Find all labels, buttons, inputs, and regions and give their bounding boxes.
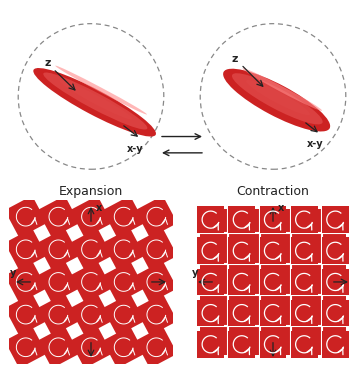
Polygon shape	[5, 228, 47, 270]
Polygon shape	[135, 228, 177, 270]
Ellipse shape	[232, 73, 323, 124]
Bar	[260, 331, 286, 358]
Ellipse shape	[59, 80, 133, 119]
Bar	[197, 300, 224, 326]
Polygon shape	[70, 326, 112, 368]
Ellipse shape	[33, 68, 156, 137]
Bar	[197, 206, 224, 233]
Text: x-y: x-y	[126, 144, 143, 154]
Polygon shape	[37, 293, 79, 336]
Bar	[197, 237, 224, 264]
Bar	[291, 237, 317, 264]
Polygon shape	[5, 261, 47, 303]
Text: z: z	[44, 58, 51, 68]
Polygon shape	[135, 326, 177, 368]
Polygon shape	[5, 196, 47, 238]
Polygon shape	[37, 326, 79, 368]
Bar	[322, 300, 349, 326]
Ellipse shape	[43, 72, 147, 129]
Bar	[197, 331, 224, 358]
Text: x: x	[95, 203, 102, 213]
Bar	[291, 331, 317, 358]
Bar	[322, 237, 349, 264]
Polygon shape	[135, 293, 177, 336]
Bar	[260, 269, 286, 295]
Bar	[322, 269, 349, 295]
Polygon shape	[37, 196, 79, 238]
Polygon shape	[135, 196, 177, 238]
Text: y: y	[192, 268, 198, 278]
Bar	[229, 237, 255, 264]
Bar	[229, 331, 255, 358]
Ellipse shape	[223, 69, 330, 131]
Polygon shape	[103, 228, 145, 270]
Bar	[260, 300, 286, 326]
Polygon shape	[5, 293, 47, 336]
Polygon shape	[103, 326, 145, 368]
Bar	[229, 206, 255, 233]
Polygon shape	[70, 196, 112, 238]
Bar	[291, 206, 317, 233]
Bar	[291, 300, 317, 326]
Polygon shape	[135, 261, 177, 303]
Polygon shape	[37, 261, 79, 303]
Polygon shape	[5, 326, 47, 368]
Bar	[291, 269, 317, 295]
Bar	[260, 206, 286, 233]
Text: x: x	[277, 203, 284, 213]
Bar	[260, 237, 286, 264]
Bar	[229, 300, 255, 326]
Polygon shape	[37, 228, 79, 270]
Bar	[197, 269, 224, 295]
Ellipse shape	[55, 66, 147, 115]
Polygon shape	[70, 293, 112, 336]
Bar	[200, 209, 346, 355]
Polygon shape	[103, 261, 145, 303]
Ellipse shape	[246, 80, 310, 115]
Text: Contraction: Contraction	[237, 186, 309, 198]
Ellipse shape	[242, 68, 322, 111]
Text: y: y	[10, 268, 16, 278]
Bar	[322, 331, 349, 358]
Polygon shape	[103, 196, 145, 238]
Bar	[322, 206, 349, 233]
Text: Expansion: Expansion	[59, 186, 123, 198]
Text: x-y: x-y	[307, 139, 324, 149]
Bar	[229, 269, 255, 295]
Text: z: z	[232, 53, 238, 63]
Polygon shape	[70, 261, 112, 303]
Polygon shape	[70, 228, 112, 270]
Polygon shape	[103, 293, 145, 336]
